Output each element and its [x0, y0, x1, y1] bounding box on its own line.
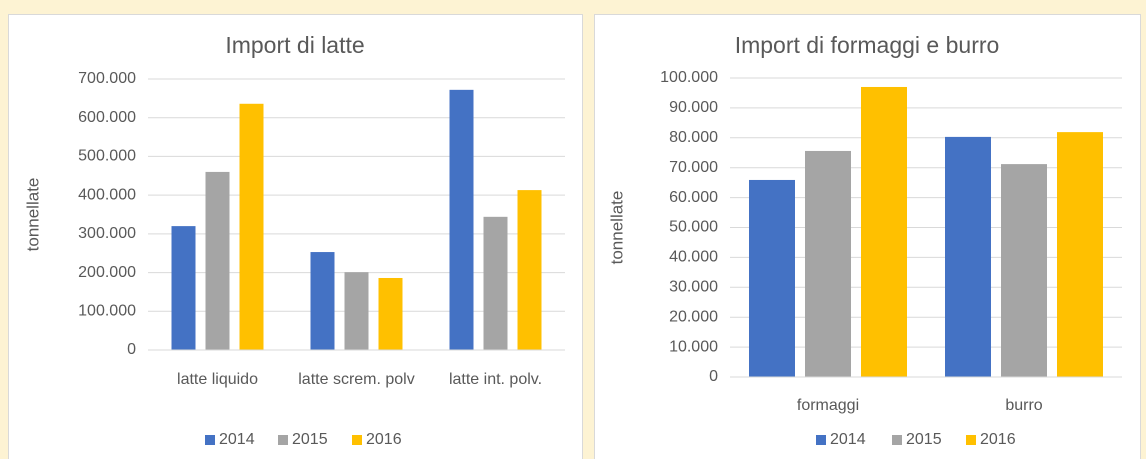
legend-swatch — [816, 435, 826, 445]
legend-label: 2015 — [292, 431, 328, 448]
y-tick-label: 300.000 — [78, 225, 136, 242]
y-tick-label: 30.000 — [669, 279, 718, 296]
bar — [483, 216, 508, 350]
legend-swatch — [892, 435, 902, 445]
y-tick-label: 600.000 — [78, 109, 136, 126]
chart-title: Import di latte — [225, 32, 364, 58]
bar — [171, 226, 196, 350]
legend-label: 2016 — [366, 431, 402, 448]
y-axis-title: tonnellate — [23, 178, 42, 252]
y-tick-label: 400.000 — [78, 186, 136, 203]
bar — [1001, 164, 1047, 377]
x-tick-label: formaggi — [797, 397, 859, 414]
x-tick-label: latte screm. polv — [298, 371, 414, 388]
y-tick-label: 60.000 — [669, 189, 718, 206]
bar — [749, 179, 795, 377]
bar — [1057, 132, 1103, 377]
bar — [378, 277, 403, 350]
y-tick-label: 0 — [709, 368, 718, 385]
x-tick-label: latte int. polv. — [449, 371, 542, 388]
bar — [449, 89, 474, 350]
y-tick-label: 0 — [127, 341, 136, 358]
y-tick-label: 200.000 — [78, 264, 136, 281]
bar — [945, 136, 991, 377]
legend-label: 2014 — [830, 431, 866, 448]
x-tick-label: burro — [1005, 397, 1042, 414]
y-axis-title: tonnellate — [607, 191, 626, 265]
y-tick-label: 20.000 — [669, 308, 718, 325]
y-tick-label: 500.000 — [78, 148, 136, 165]
legend-swatch — [966, 435, 976, 445]
legend-swatch — [352, 435, 362, 445]
bar — [344, 272, 369, 350]
legend-swatch — [278, 435, 288, 445]
y-tick-label: 40.000 — [669, 249, 718, 266]
y-tick-label: 90.000 — [669, 99, 718, 116]
y-tick-label: 100.000 — [660, 69, 718, 86]
bar — [517, 190, 542, 350]
x-tick-label: latte liquido — [177, 371, 258, 388]
bar — [861, 86, 907, 377]
y-tick-label: 100.000 — [78, 303, 136, 320]
legend-swatch — [205, 435, 215, 445]
y-tick-label: 10.000 — [669, 338, 718, 355]
y-tick-label: 80.000 — [669, 129, 718, 146]
bar — [239, 103, 264, 350]
chart-title: Import di formaggi e burro — [735, 32, 1000, 58]
bar — [310, 252, 335, 350]
legend-label: 2014 — [219, 431, 255, 448]
y-tick-label: 70.000 — [669, 159, 718, 176]
y-tick-label: 50.000 — [669, 219, 718, 236]
bar — [205, 171, 230, 350]
legend-label: 2015 — [906, 431, 942, 448]
legend-label: 2016 — [980, 431, 1016, 448]
bar — [805, 150, 851, 377]
y-tick-label: 700.000 — [78, 70, 136, 87]
